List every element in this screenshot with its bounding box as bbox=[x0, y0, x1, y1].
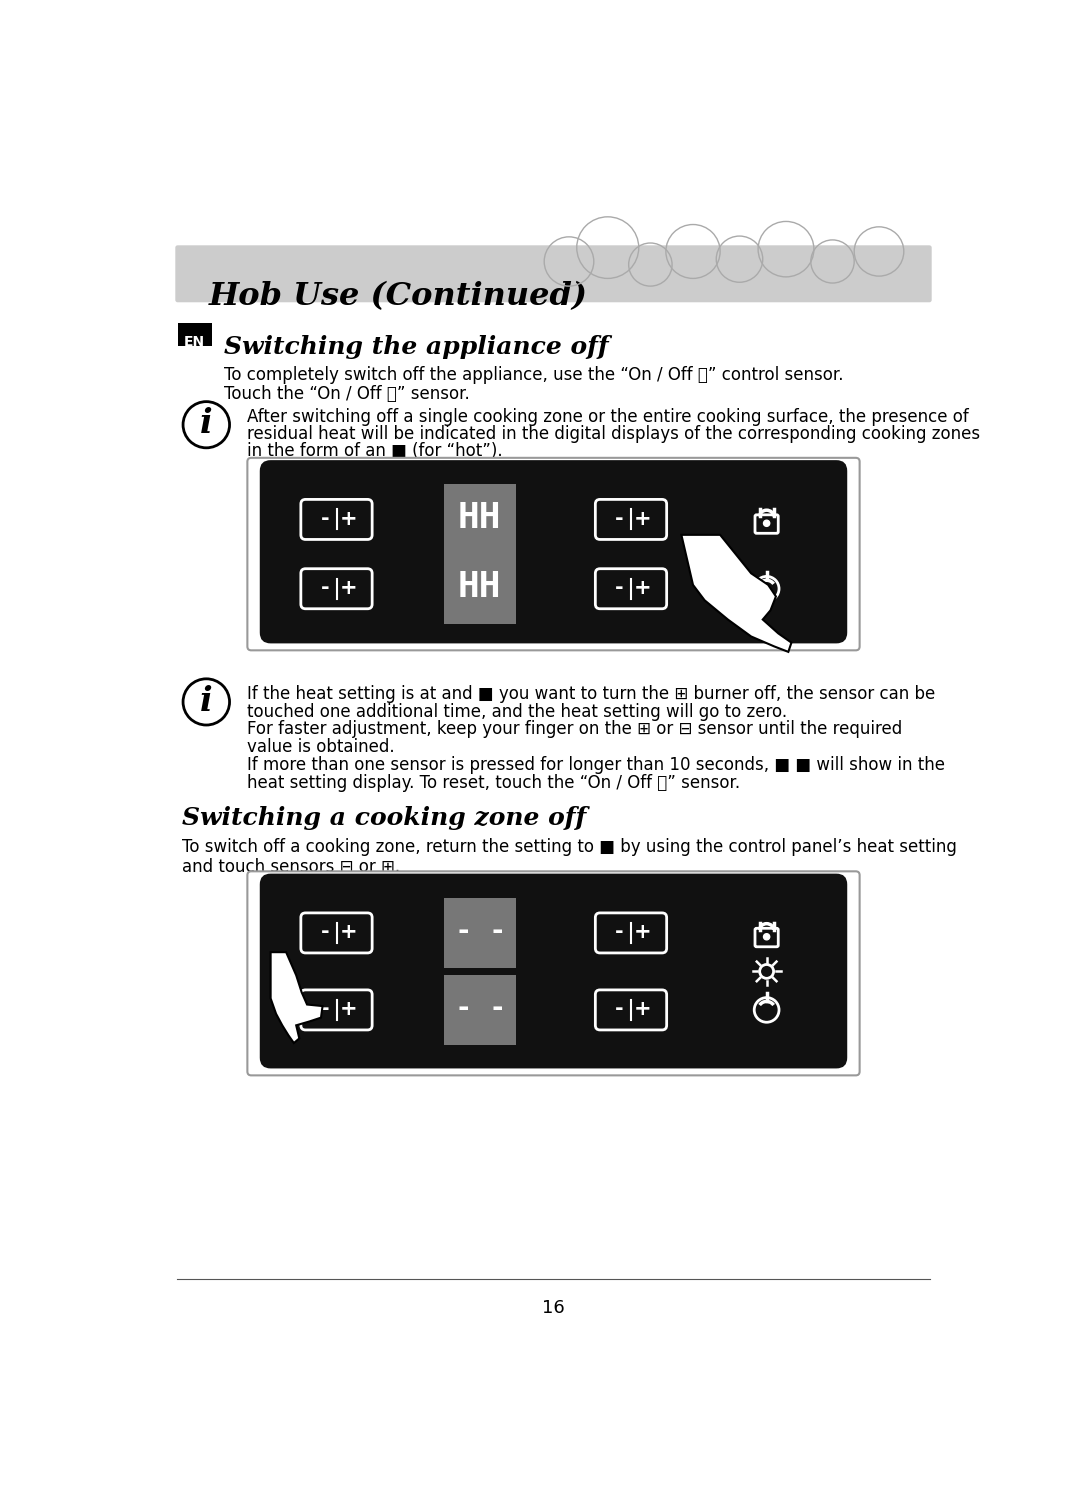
Text: -: - bbox=[321, 508, 329, 529]
Text: -: - bbox=[491, 917, 502, 945]
Text: and touch sensors ⊟ or ⊞.: and touch sensors ⊟ or ⊞. bbox=[181, 857, 400, 875]
Text: For faster adjustment, keep your finger on the ⊞ or ⊟ sensor until the required: For faster adjustment, keep your finger … bbox=[247, 721, 903, 739]
Text: i: i bbox=[200, 407, 213, 440]
Text: HH: HH bbox=[458, 501, 501, 535]
Text: -: - bbox=[616, 923, 623, 942]
FancyBboxPatch shape bbox=[755, 514, 779, 533]
Text: HH: HH bbox=[458, 571, 501, 605]
Text: +: + bbox=[634, 999, 651, 1019]
Text: -: - bbox=[321, 578, 329, 597]
Text: +: + bbox=[339, 923, 356, 942]
Text: heat setting display. To reset, touch the “On / Off ⏻” sensor.: heat setting display. To reset, touch th… bbox=[247, 774, 741, 792]
Text: -: - bbox=[616, 578, 623, 597]
Circle shape bbox=[764, 933, 770, 939]
Polygon shape bbox=[681, 535, 792, 652]
Polygon shape bbox=[271, 953, 323, 1043]
Text: +: + bbox=[339, 508, 356, 529]
FancyBboxPatch shape bbox=[595, 499, 666, 539]
Text: To switch off a cooking zone, return the setting to ■ by using the control panel: To switch off a cooking zone, return the… bbox=[181, 838, 957, 856]
Text: After switching off a single cooking zone or the entire cooking surface, the pre: After switching off a single cooking zon… bbox=[247, 407, 969, 426]
Text: If more than one sensor is pressed for longer than 10 seconds, ■ ■ will show in : If more than one sensor is pressed for l… bbox=[247, 756, 945, 774]
Text: If the heat setting is at and ■ you want to turn the ⊞ burner off, the sensor ca: If the heat setting is at and ■ you want… bbox=[247, 685, 935, 703]
Text: -: - bbox=[491, 994, 502, 1022]
Text: Switching a cooking zone off: Switching a cooking zone off bbox=[181, 805, 585, 829]
Text: -: - bbox=[616, 508, 623, 529]
FancyBboxPatch shape bbox=[444, 975, 515, 1045]
FancyBboxPatch shape bbox=[595, 912, 666, 953]
Text: value is obtained.: value is obtained. bbox=[247, 739, 395, 756]
FancyBboxPatch shape bbox=[595, 990, 666, 1030]
Text: To completely switch off the appliance, use the “On / Off ⏻” control sensor.: To completely switch off the appliance, … bbox=[225, 366, 843, 385]
Text: touched one additional time, and the heat setting will go to zero.: touched one additional time, and the hea… bbox=[247, 703, 787, 721]
Text: +: + bbox=[339, 578, 356, 597]
FancyBboxPatch shape bbox=[444, 898, 515, 969]
FancyBboxPatch shape bbox=[260, 874, 847, 1068]
FancyBboxPatch shape bbox=[301, 912, 373, 953]
FancyBboxPatch shape bbox=[247, 871, 860, 1076]
Circle shape bbox=[764, 520, 770, 526]
FancyBboxPatch shape bbox=[175, 245, 932, 302]
Text: EN: EN bbox=[184, 336, 205, 349]
FancyBboxPatch shape bbox=[177, 322, 212, 346]
Text: +: + bbox=[634, 923, 651, 942]
Text: Hob Use (Continued): Hob Use (Continued) bbox=[208, 281, 588, 312]
Text: residual heat will be indicated in the digital displays of the corresponding coo: residual heat will be indicated in the d… bbox=[247, 425, 981, 443]
Text: +: + bbox=[634, 578, 651, 597]
Text: Switching the appliance off: Switching the appliance off bbox=[225, 336, 609, 360]
Text: -: - bbox=[321, 923, 329, 942]
Text: -: - bbox=[457, 994, 469, 1022]
FancyBboxPatch shape bbox=[301, 499, 373, 539]
Text: +: + bbox=[339, 999, 356, 1019]
Text: +: + bbox=[634, 508, 651, 529]
FancyBboxPatch shape bbox=[444, 553, 515, 624]
Text: -: - bbox=[457, 917, 469, 945]
FancyBboxPatch shape bbox=[260, 461, 847, 643]
Text: in the form of an ■ (for “hot”).: in the form of an ■ (for “hot”). bbox=[247, 441, 503, 459]
FancyBboxPatch shape bbox=[301, 990, 373, 1030]
Text: -: - bbox=[321, 999, 329, 1019]
Text: Touch the “On / Off ⏻” sensor.: Touch the “On / Off ⏻” sensor. bbox=[225, 385, 470, 403]
FancyBboxPatch shape bbox=[301, 569, 373, 609]
Text: 16: 16 bbox=[542, 1299, 565, 1317]
Text: i: i bbox=[200, 685, 213, 718]
FancyBboxPatch shape bbox=[444, 484, 515, 554]
FancyBboxPatch shape bbox=[595, 569, 666, 609]
FancyBboxPatch shape bbox=[247, 458, 860, 651]
FancyBboxPatch shape bbox=[755, 929, 779, 947]
Text: -: - bbox=[616, 999, 623, 1019]
